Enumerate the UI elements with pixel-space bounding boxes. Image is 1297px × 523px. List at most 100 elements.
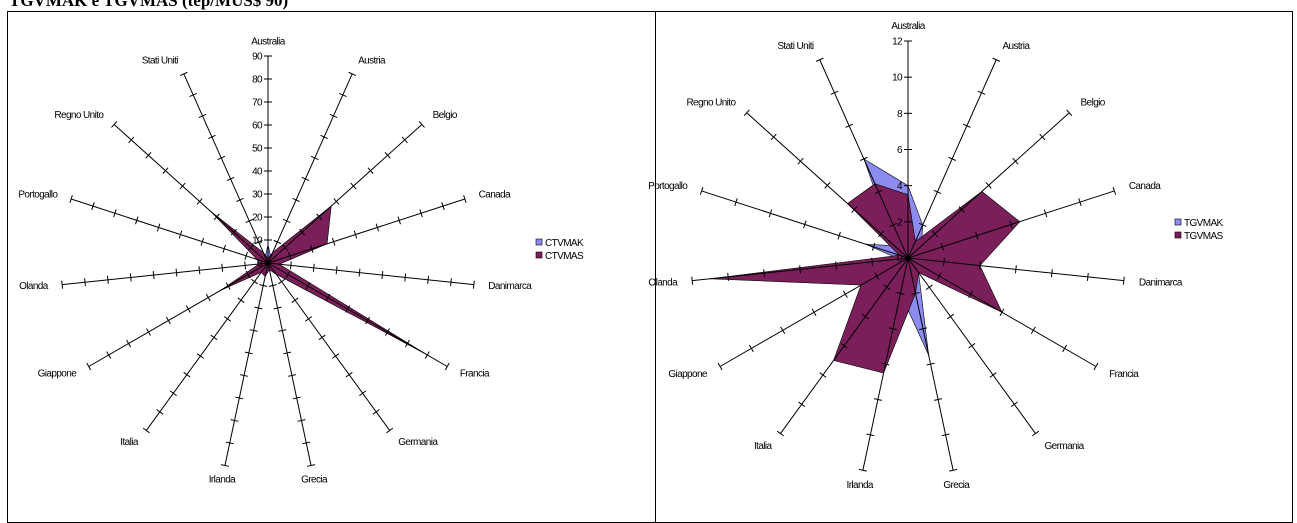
category-label-grecia: Grecia: [301, 475, 328, 486]
radial-tick-label: 12: [892, 37, 903, 48]
axis-tick: [962, 123, 971, 128]
radial-tick-label: 40: [252, 167, 263, 178]
axis-tick: [873, 398, 882, 401]
axis-tick: [743, 109, 750, 117]
legend-swatch-tgvmak: [1174, 218, 1182, 226]
axis-tick: [404, 273, 407, 282]
axis-tick: [126, 339, 132, 348]
category-label-canada: Canada: [1129, 181, 1161, 192]
radial-tick-label: 90: [252, 52, 263, 63]
axis-tick: [450, 278, 452, 287]
axis-tick: [871, 257, 873, 266]
axis-tick: [245, 270, 251, 279]
axis-tick: [365, 316, 371, 325]
axis-canada: [267, 198, 466, 264]
category-label-francia: Francia: [1109, 369, 1139, 380]
axis-tick: [316, 213, 323, 221]
axis-tick: [292, 396, 301, 400]
axis-tick: [208, 134, 216, 140]
axis-tick: [230, 228, 237, 236]
radial-tick-label: 50: [252, 144, 263, 155]
radial-tick-label: 60: [252, 121, 263, 132]
axis-tick: [217, 155, 226, 161]
axis-tick: [113, 209, 117, 218]
axis-tick: [291, 297, 299, 303]
axis-tick: [874, 189, 883, 195]
category-label-portogallo: Portogallo: [18, 190, 58, 201]
axis-tick: [768, 209, 773, 218]
axis-tick: [69, 195, 73, 203]
series-ctvmas-area: [209, 205, 426, 355]
axis-tick: [397, 216, 401, 225]
radial-tick-label: 20: [252, 213, 263, 224]
axis-tick: [169, 390, 177, 397]
axis-tick: [205, 293, 211, 302]
axis-tick: [1010, 401, 1018, 408]
axis-tick: [889, 222, 898, 228]
axis-tick: [1039, 133, 1046, 141]
axis-tick: [91, 202, 95, 211]
axis-tick: [815, 57, 824, 62]
axis-tick: [1050, 269, 1053, 278]
axis-tick: [797, 157, 804, 165]
radial-tick-label: 70: [252, 98, 263, 109]
axis-tick: [1078, 198, 1082, 207]
axis-tick: [881, 362, 890, 366]
axis-giappone: [88, 262, 269, 367]
radial-tick-label: 6: [897, 145, 903, 156]
axis-tick: [156, 409, 164, 415]
axis-belgio: [267, 124, 423, 264]
axis-tick: [142, 427, 150, 434]
axis-tick: [345, 371, 353, 378]
axis-tick: [463, 195, 467, 203]
axis-tick: [230, 419, 239, 422]
axis-tick: [287, 374, 296, 377]
axis-tick: [359, 390, 367, 397]
axis-tick: [1122, 276, 1125, 285]
axis-tick: [699, 186, 704, 195]
axis-tick: [244, 351, 253, 355]
axis-tick: [283, 351, 292, 355]
axis-tick: [386, 427, 394, 434]
axis-tick: [372, 409, 380, 415]
axis-tick: [888, 327, 897, 331]
axis-italia: [145, 262, 269, 431]
axis-tick: [348, 71, 357, 76]
legend-swatch-ctvmas: [535, 251, 543, 259]
axis-tick: [968, 290, 974, 298]
axis-grecia: [267, 262, 312, 466]
axis-tick: [926, 362, 935, 366]
axis-tick: [353, 230, 358, 239]
axis-tick: [404, 339, 410, 348]
axis-tick: [222, 244, 226, 253]
axis-tick: [165, 316, 171, 325]
category-label-giappone: Giappone: [668, 369, 708, 380]
axis-tick: [84, 278, 86, 287]
radial-tick-label: 80: [252, 75, 263, 86]
axis-tick: [297, 419, 306, 422]
legend-swatch-tgvmas: [1174, 231, 1182, 239]
axis-tick: [985, 182, 992, 189]
category-label-francia: Francia: [460, 369, 490, 380]
axis-olanda: [62, 262, 269, 286]
category-label-irlanda: Irlanda: [209, 475, 236, 486]
axis-tick: [146, 328, 151, 336]
axis-tick: [819, 372, 827, 378]
axis-tick: [734, 198, 738, 207]
axis-tick: [925, 284, 933, 291]
axis-tick: [61, 280, 64, 289]
axis-tick: [175, 268, 178, 277]
axis-tick: [179, 182, 186, 190]
axis-tick: [225, 282, 231, 290]
axis-tick: [332, 353, 340, 359]
axis-tick: [748, 344, 754, 353]
category-label-regno-unito: Regno Unito: [54, 110, 104, 121]
axis-tick: [106, 275, 109, 284]
axis-tick: [1066, 109, 1073, 117]
axis-tick: [992, 57, 1001, 62]
axis-tick: [129, 273, 132, 282]
axis-tick: [931, 230, 938, 238]
axis-tick: [106, 351, 112, 359]
category-label-germania: Germania: [1044, 441, 1084, 452]
axis-tick: [162, 167, 169, 174]
